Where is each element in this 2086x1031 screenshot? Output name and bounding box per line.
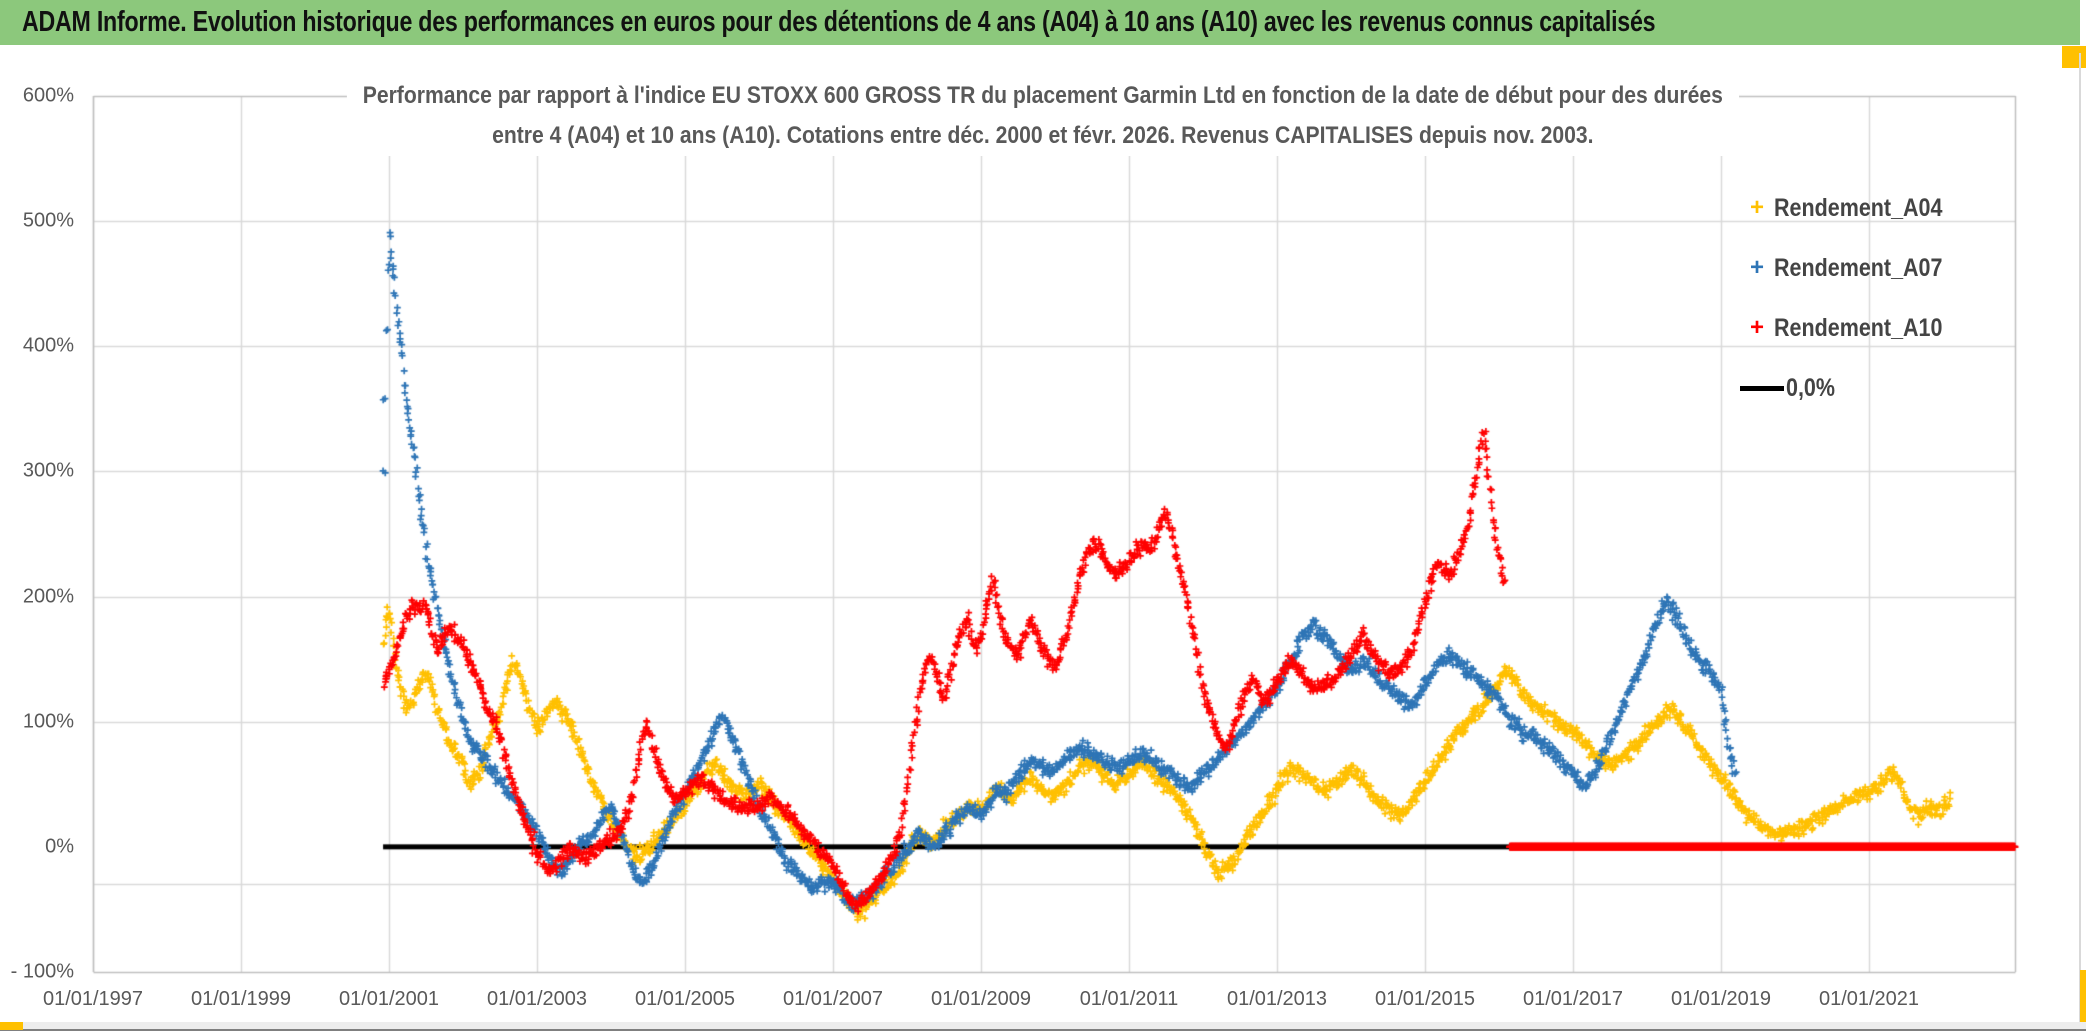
- x-tick-label: 01/01/1999: [190, 988, 292, 1010]
- legend-label: 0,0%: [1786, 373, 1836, 402]
- y-tick-label: 500%: [22, 209, 74, 232]
- x-tick-label: 01/01/2005: [634, 988, 736, 1010]
- legend-label: Rendement_A04: [1774, 193, 1943, 222]
- legend-item-rendement-a10: + Rendement_A10: [1740, 306, 1970, 350]
- x-tick-label: 01/01/2017: [1522, 988, 1624, 1010]
- y-tick-label: 200%: [22, 585, 74, 608]
- x-tick-label: 01/01/2019: [1670, 988, 1772, 1010]
- bottom-left-accent: [0, 1022, 23, 1030]
- plus-marker-icon: +: [1749, 314, 1764, 341]
- page-title: ADAM Informe. Evolution historique des p…: [22, 6, 1656, 38]
- legend-label: Rendement_A07: [1774, 253, 1943, 282]
- x-tick-label: 01/01/2013: [1226, 988, 1328, 1010]
- x-tick-label: 01/01/2009: [930, 988, 1032, 1010]
- x-tick-label: 01/01/2003: [486, 988, 588, 1010]
- x-tick-label: 01/01/2011: [1079, 988, 1179, 1010]
- bottom-bar: [0, 1022, 2086, 1031]
- y-tick-label: 0%: [45, 835, 74, 858]
- legend-label: Rendement_A10: [1774, 313, 1943, 342]
- legend-item-0-0-: 0,0%: [1740, 366, 1843, 410]
- y-tick-label: 100%: [22, 710, 74, 733]
- top-right-corner-accent: [2062, 46, 2086, 68]
- y-tick-label: 600%: [22, 84, 74, 107]
- x-tick-label: 01/01/2001: [338, 988, 440, 1010]
- header-bar: ADAM Informe. Evolution historique des p…: [0, 0, 2080, 45]
- x-tick-label: 01/01/1997: [42, 988, 144, 1010]
- x-tick-label: 01/01/2021: [1818, 988, 1920, 1010]
- y-tick-label: 400%: [22, 334, 74, 357]
- bottom-right-accent: [2080, 970, 2086, 1025]
- right-border-line: [2079, 53, 2081, 1023]
- x-tick-label: 01/01/2007: [782, 988, 884, 1010]
- legend-item-rendement-a07: + Rendement_A07: [1740, 246, 1970, 290]
- zero-line-icon: [1740, 385, 1784, 391]
- legend-item-rendement-a04: + Rendement_A04: [1740, 186, 1970, 230]
- plus-marker-icon: +: [1749, 254, 1764, 281]
- y-tick-label: - 100%: [10, 960, 74, 983]
- x-tick-label: 01/01/2015: [1374, 988, 1476, 1010]
- y-tick-label: 300%: [22, 459, 74, 482]
- plus-marker-icon: +: [1749, 194, 1764, 221]
